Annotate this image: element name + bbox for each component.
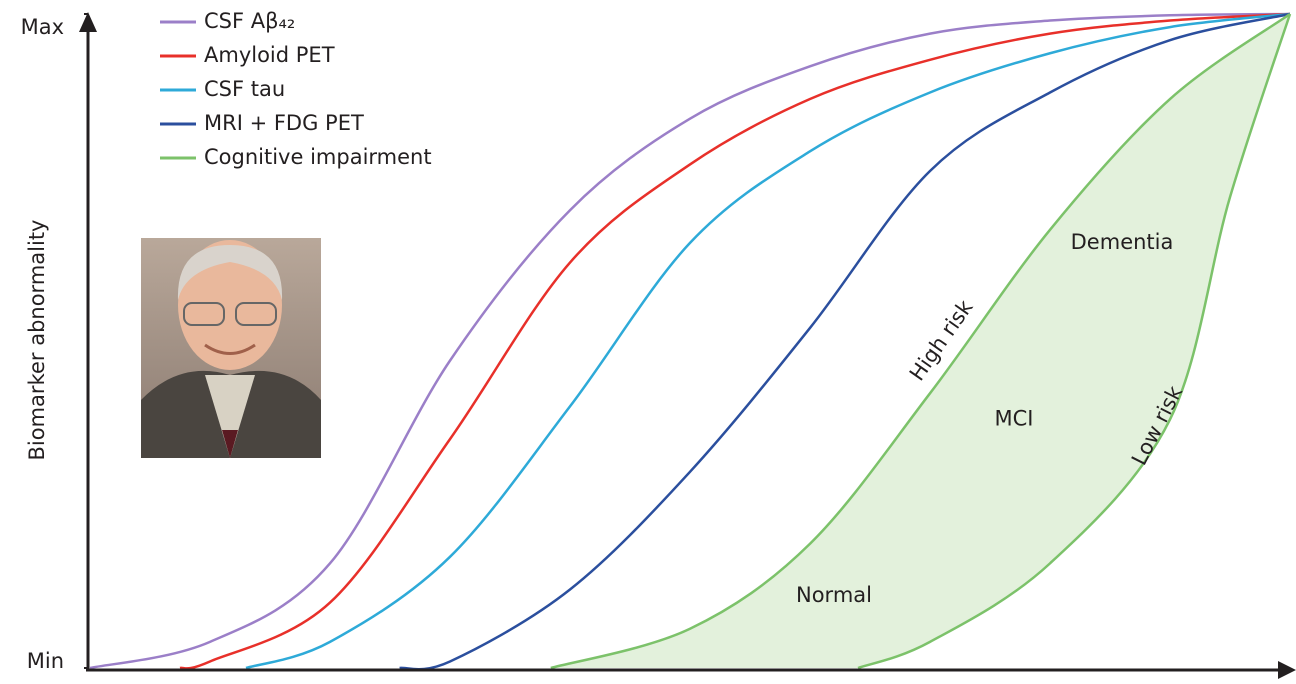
chart: Biomarker abnormality Min Max CSF Aβ₄₂ Amyl… xyxy=(0,0,1296,680)
legend-label: CSF Aβ₄₂ xyxy=(204,9,295,33)
legend-label: MRI + FDG PET xyxy=(204,111,364,135)
y-axis-label: Biomarker abnormality xyxy=(25,220,49,461)
y-tick-label: Min xyxy=(27,649,64,673)
annotation: Dementia xyxy=(1071,230,1174,254)
y-tick-label: Max xyxy=(21,15,64,39)
legend-label: CSF tau xyxy=(204,77,285,101)
shaded-area xyxy=(551,14,1290,668)
legend-label: Cognitive impairment xyxy=(204,145,432,169)
portrait-photo xyxy=(141,238,321,458)
annotation: MCI xyxy=(995,406,1034,430)
legend-label: Amyloid PET xyxy=(204,43,335,67)
annotation: Normal xyxy=(796,583,872,607)
